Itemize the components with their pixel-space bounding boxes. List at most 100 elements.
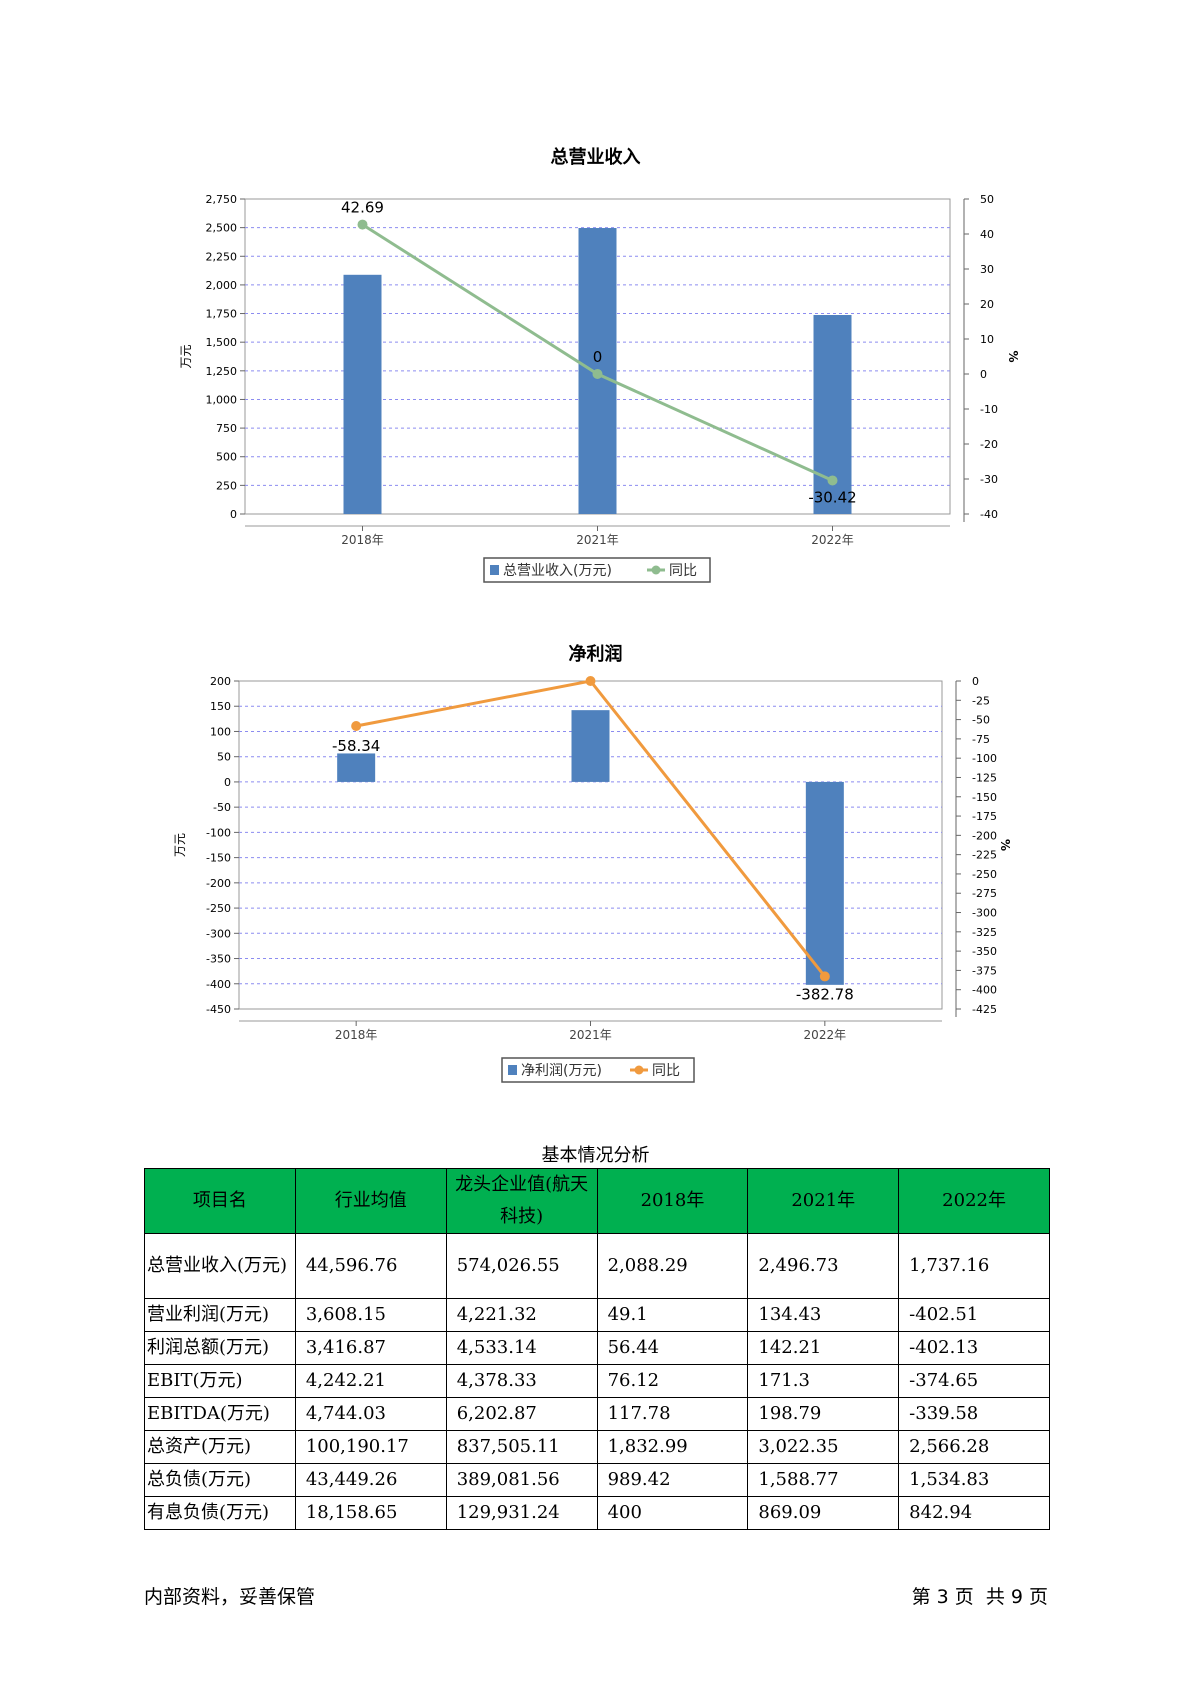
line-point bbox=[592, 369, 603, 379]
y-right-tick-label: -10 bbox=[980, 403, 998, 416]
legend-line-marker bbox=[634, 1065, 644, 1075]
row-label-cell: 总资产(万元) bbox=[144, 1430, 296, 1464]
y-tick-label: 0 bbox=[224, 776, 231, 789]
footer-page-number: 第 3 页 共 9 页 bbox=[911, 1586, 1048, 1608]
table-row: EBITDA(万元) 4,744.03 6,202.87 117.78 198.79 -3… bbox=[144, 1397, 1050, 1431]
x-tick-label: 2021年 bbox=[569, 1028, 612, 1042]
table-row: 利润总额(万元) 3,416.87 4,533.14 56.44 142.21 -402.… bbox=[144, 1331, 1050, 1365]
y-axis-label: 万元 bbox=[179, 344, 193, 368]
header-2018: 2018年 bbox=[596, 1168, 749, 1234]
value-cell: 4,744.03 bbox=[294, 1397, 447, 1431]
y-right-tick-label: 50 bbox=[980, 193, 994, 206]
y-right-tick-label: -350 bbox=[972, 945, 997, 958]
y-tick-label: -300 bbox=[206, 927, 231, 940]
value-cell: 100,190.17 bbox=[294, 1430, 447, 1464]
value-cell: 6,202.87 bbox=[445, 1397, 598, 1431]
y-right-tick-label: -25 bbox=[972, 694, 990, 707]
value-cell: 3,416.87 bbox=[294, 1331, 447, 1365]
value-cell: 198.79 bbox=[747, 1397, 900, 1431]
value-cell: 142.21 bbox=[747, 1331, 900, 1365]
header-industry-avg: 行业均值 bbox=[294, 1168, 447, 1234]
value-cell: 389,081.56 bbox=[445, 1463, 598, 1497]
legend-bar-label: 总营业收入(万元) bbox=[503, 563, 612, 579]
value-cell: 2,088.29 bbox=[596, 1233, 749, 1299]
value-cell: 117.78 bbox=[596, 1397, 749, 1431]
y-tick-label: 2,250 bbox=[206, 250, 238, 263]
value-cell: 3,608.15 bbox=[294, 1298, 447, 1332]
y-tick-label: 1,750 bbox=[206, 308, 238, 321]
legend-box bbox=[483, 557, 711, 583]
header-leader-value: 龙头企业值(航天科技) bbox=[445, 1168, 598, 1234]
line-point bbox=[585, 676, 596, 686]
line-point bbox=[357, 219, 368, 230]
y-right-tick-label: 40 bbox=[980, 228, 994, 241]
value-cell: 49.1 bbox=[596, 1298, 749, 1332]
value-cell: 1,737.16 bbox=[898, 1233, 1050, 1299]
net-profit-chart-title: 净利润 bbox=[568, 644, 623, 665]
y-tick-label: -50 bbox=[213, 801, 231, 814]
revenue-chart-title: 总营业收入 bbox=[550, 147, 641, 168]
row-label-cell: 有息负债(万元) bbox=[144, 1496, 296, 1530]
value-cell: 134.43 bbox=[747, 1298, 900, 1332]
line-point bbox=[827, 475, 838, 486]
y-right-tick-label: -150 bbox=[972, 791, 997, 804]
bar bbox=[805, 781, 844, 985]
table-title: 基本情况分析 bbox=[541, 1145, 650, 1166]
value-cell: 18,158.65 bbox=[294, 1496, 447, 1530]
net-profit-chart: 200150100500-50-100-150-200-250-300-350-… bbox=[173, 675, 1012, 1083]
y-tick-label: -150 bbox=[206, 852, 231, 865]
legend-box bbox=[501, 1057, 695, 1083]
y-right-tick-label: -175 bbox=[972, 810, 997, 823]
value-cell: 400 bbox=[596, 1496, 749, 1530]
y-right-tick-label: -400 bbox=[972, 984, 997, 997]
bar bbox=[337, 753, 376, 782]
revenue-chart: 02505007501,0001,2501,5001,7502,0002,250… bbox=[179, 193, 1020, 583]
y-right-tick-label: 30 bbox=[980, 263, 994, 276]
y-tick-label: 1,250 bbox=[206, 365, 238, 378]
y-right-tick-label: -425 bbox=[972, 1003, 997, 1016]
y-right-tick-label: -200 bbox=[972, 829, 997, 842]
x-tick-label: 2018年 bbox=[341, 533, 384, 547]
y-tick-label: -350 bbox=[206, 953, 231, 966]
x-tick-label: 2018年 bbox=[335, 1028, 378, 1042]
y-tick-label: 2,750 bbox=[206, 193, 238, 206]
table-row: EBIT(万元) 4,242.21 4,378.33 76.12 171.3 -374.6… bbox=[144, 1364, 1050, 1398]
y-right-tick-label: 10 bbox=[980, 333, 994, 346]
y-tick-label: -250 bbox=[206, 902, 231, 915]
value-cell: 4,242.21 bbox=[294, 1364, 447, 1398]
header-2021: 2021年 bbox=[747, 1168, 900, 1234]
data-label: 0 bbox=[593, 348, 603, 366]
y-tick-label: -200 bbox=[206, 877, 231, 890]
y-right-tick-label: -375 bbox=[972, 964, 997, 977]
legend-line-label: 同比 bbox=[669, 563, 697, 579]
y-right-tick-label: -40 bbox=[980, 508, 998, 521]
y-tick-label: 1,000 bbox=[206, 393, 238, 406]
y-right-tick-label: -250 bbox=[972, 868, 997, 881]
data-label: -58.34 bbox=[332, 737, 380, 755]
y-right-axis-label: % bbox=[1006, 350, 1020, 362]
value-cell: 989.42 bbox=[596, 1463, 749, 1497]
y-right-tick-label: -125 bbox=[972, 771, 997, 784]
value-cell: -374.65 bbox=[898, 1364, 1050, 1398]
y-tick-label: -400 bbox=[206, 978, 231, 991]
value-cell: 4,221.32 bbox=[445, 1298, 598, 1332]
table-row: 有息负债(万元) 18,158.65 129,931.24 400 869.09 842.… bbox=[144, 1496, 1050, 1530]
legend-line-label: 同比 bbox=[652, 1063, 680, 1079]
y-tick-label: -100 bbox=[206, 826, 231, 839]
value-cell: 869.09 bbox=[747, 1496, 900, 1530]
row-label-cell: 利润总额(万元) bbox=[144, 1331, 296, 1365]
y-right-tick-label: -275 bbox=[972, 887, 997, 900]
y-right-tick-label: -300 bbox=[972, 907, 997, 920]
table-row: 总营业收入(万元) 44,596.76 574,026.55 2,088.29 2,49… bbox=[144, 1233, 1050, 1299]
y-tick-label: 150 bbox=[210, 700, 231, 713]
y-tick-label: 2,000 bbox=[206, 279, 238, 292]
value-cell: -402.51 bbox=[898, 1298, 1050, 1332]
y-right-tick-label: -20 bbox=[980, 438, 998, 451]
bar bbox=[571, 710, 610, 782]
y-tick-label: 1,500 bbox=[206, 336, 238, 349]
legend-bar-swatch bbox=[490, 565, 499, 575]
y-right-tick-label: -50 bbox=[972, 714, 990, 727]
data-label: 42.69 bbox=[341, 199, 384, 217]
data-label: -30.42 bbox=[808, 488, 856, 506]
y-tick-label: 200 bbox=[210, 675, 231, 688]
